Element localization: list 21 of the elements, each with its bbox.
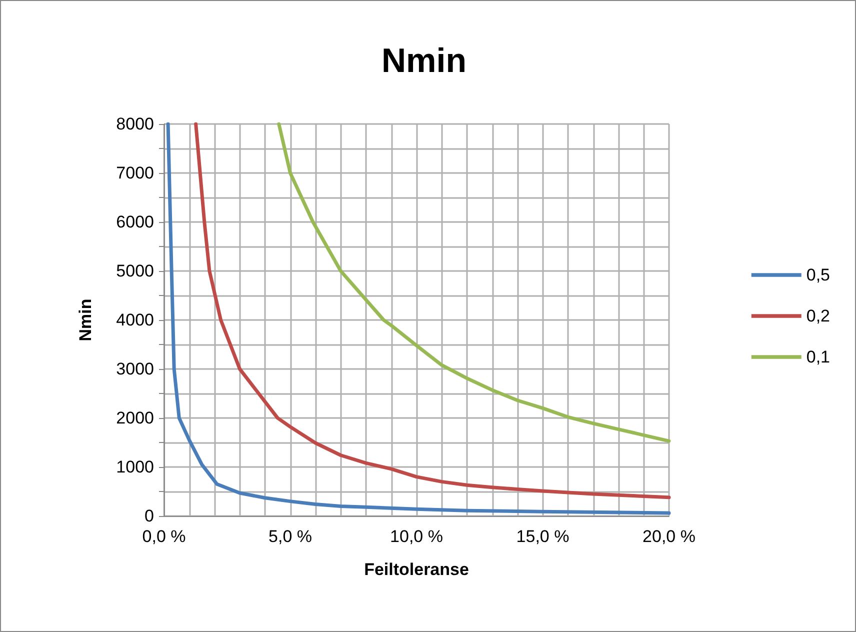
y-tick-label: 5000 <box>116 262 154 280</box>
x-tick-label: 0,0 % <box>142 527 186 546</box>
chart-title: Nmin <box>382 42 466 80</box>
y-tick-label: 2000 <box>116 408 154 428</box>
y-tick-label: 0 <box>144 506 154 526</box>
x-tick-label: 15,0 % <box>516 527 570 546</box>
y-axis-title: Nmin <box>76 298 95 342</box>
y-tick-label: 1000 <box>116 458 154 476</box>
x-axis-title: Feiltoleranse <box>364 560 469 579</box>
legend-label: 0,5 <box>806 266 830 284</box>
y-tick-label: 7000 <box>116 164 154 182</box>
y-tick-label: 3000 <box>116 360 154 378</box>
x-tick-label: 5,0 % <box>268 527 312 546</box>
x-tick-label: 20,0 % <box>642 527 696 546</box>
x-tick-label: 10,0 % <box>390 527 443 546</box>
legend-label: 0,1 <box>806 348 830 366</box>
y-tick-label: 8000 <box>116 114 154 134</box>
y-tick-label: 4000 <box>116 310 154 330</box>
y-tick-label: 6000 <box>116 212 154 232</box>
legend-label: 0,2 <box>806 306 830 326</box>
line-series <box>277 122 671 443</box>
